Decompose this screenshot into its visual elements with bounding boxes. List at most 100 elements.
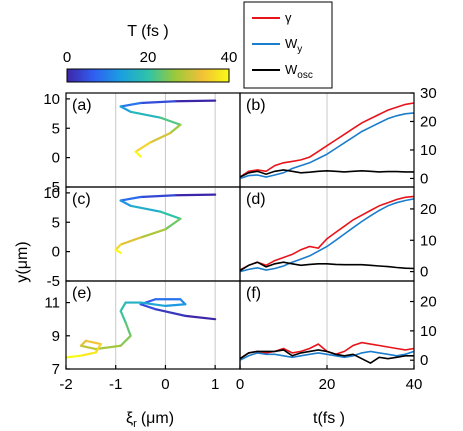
- y-tick-label: 5: [52, 120, 60, 137]
- legend-label-wy-sub: y: [297, 44, 302, 55]
- trajectory-segment: [64, 354, 83, 359]
- trajectory-segment: [119, 309, 127, 324]
- left-x-axis-label-rest: (μm): [141, 410, 174, 427]
- trajectory-segment: [119, 236, 142, 246]
- panel-label: (a): [72, 97, 92, 114]
- y-tick-label: 10: [420, 232, 437, 249]
- colorbar-tick: 20: [140, 49, 157, 66]
- y-tick-label: 10: [43, 185, 60, 202]
- trajectory-segment: [139, 228, 167, 239]
- trajectory-segment: [119, 195, 142, 202]
- trajectory-segment: [139, 100, 177, 105]
- trajectory-segment: [79, 339, 87, 347]
- left-x-axis-label-main: ξ: [126, 410, 133, 427]
- trajectory-segment: [84, 339, 102, 346]
- x-tick-label: 20: [319, 376, 336, 393]
- panel-label: (d): [246, 191, 266, 208]
- y-tick-label: 0: [420, 264, 428, 281]
- y-tick-label: 0: [52, 244, 60, 261]
- trajectory-segment: [154, 308, 187, 317]
- panel-c: 10 5 0 -5 (c): [43, 185, 241, 290]
- colorbar-tick: 40: [221, 49, 238, 66]
- trajectory-segment: [174, 193, 217, 197]
- series-line-wy: [239, 112, 415, 180]
- panel-f: 20 10 0 (f) 0 20 40: [236, 280, 437, 393]
- trajectory-segment: [94, 342, 102, 354]
- series-line-wy: [239, 350, 415, 361]
- trajectory-segment: [139, 301, 167, 308]
- y-tick-label: 10: [420, 323, 437, 340]
- series-line-wy: [239, 198, 415, 273]
- legend-label-wy: Wy: [285, 36, 302, 55]
- y-tick-label: 5: [52, 214, 60, 231]
- trajectory-segment: [119, 334, 132, 347]
- panel-frame: [65, 280, 241, 370]
- y-tick-label: 0: [420, 352, 428, 369]
- panel-a: 10 5 0 -5 (a): [43, 91, 241, 196]
- y-tick-label: 9: [52, 328, 60, 345]
- trajectory-segment: [164, 303, 187, 308]
- series-line-gamma: [239, 195, 415, 271]
- series-line-gamma: [239, 102, 415, 178]
- x-tick-label: 0: [236, 376, 244, 393]
- trajectory-segment: [124, 321, 132, 337]
- panel-label: (b): [246, 97, 266, 114]
- legend-label-wosc-sub: osc: [297, 70, 313, 81]
- y-tick-label: 0: [420, 170, 428, 187]
- legend-label-wosc: Wosc: [285, 62, 313, 81]
- panel-label: (f): [246, 285, 261, 302]
- panel-label: (c): [72, 191, 91, 208]
- trajectory-segment: [114, 248, 122, 254]
- right-x-axis-label: t(fs ): [313, 410, 345, 427]
- x-tick-label: -1: [109, 376, 122, 393]
- trajectory-segment: [119, 101, 142, 108]
- y-tick-label: 30: [420, 85, 437, 102]
- x-tick-label: 1: [211, 376, 219, 393]
- legend: γ Wy Wosc: [243, 1, 333, 89]
- trajectory-segment: [139, 194, 177, 199]
- trajectory-segment: [159, 210, 182, 220]
- y-tick-label: -5: [47, 179, 60, 196]
- y-tick-label: 0: [52, 150, 60, 167]
- y-tick-label: 20: [420, 113, 437, 130]
- trajectory-segment: [94, 344, 122, 351]
- legend-label-wosc-main: W: [285, 62, 298, 77]
- colorbar-gradient: [66, 68, 230, 83]
- trajectory-segment: [134, 141, 152, 153]
- panels: 1050-5(a)3020100(b)1050-5(c)20100(d)1197…: [43, 85, 436, 393]
- x-tick-label: 40: [406, 376, 423, 393]
- trajectory-segment: [119, 301, 127, 312]
- trajectory-segment: [164, 217, 182, 231]
- colorbar-tick: 0: [63, 49, 71, 66]
- trajectory-segment: [139, 303, 157, 311]
- panel-b: 30 20 10 0 (b): [239, 85, 437, 188]
- series-line-wosc: [239, 261, 415, 272]
- trajectory-segment: [119, 199, 132, 207]
- left-x-axis-label: ξr (μm): [126, 410, 174, 430]
- left-x-axis-label-sub: r: [133, 418, 137, 430]
- series-line-wosc: [239, 169, 414, 178]
- y-tick-label: 20: [420, 201, 437, 218]
- colorbar: T (fs ) 0 20 40: [63, 23, 238, 83]
- trajectory-segment: [159, 116, 182, 126]
- legend-label-wy-main: W: [285, 36, 298, 51]
- trajectory-segment: [169, 123, 182, 135]
- y-tick-label: -5: [47, 273, 60, 290]
- trajectory-segment: [149, 131, 172, 144]
- trajectory-segment: [134, 150, 142, 158]
- trajectory-segment: [79, 344, 97, 351]
- legend-label-gamma: γ: [285, 10, 292, 25]
- x-tick-label: -2: [59, 376, 72, 393]
- trajectory-segment: [79, 351, 97, 357]
- y-tick-label: 10: [420, 142, 437, 159]
- y-tick-label: 10: [43, 91, 60, 108]
- colorbar-title: T (fs ): [127, 23, 168, 40]
- x-tick-label: 0: [161, 376, 169, 393]
- y-tick-label: 7: [52, 361, 60, 378]
- trajectory-segment: [119, 105, 132, 113]
- series-line-wosc: [239, 349, 414, 365]
- trajectory-segment: [174, 99, 217, 103]
- left-y-axis-label: y(μm): [14, 241, 31, 282]
